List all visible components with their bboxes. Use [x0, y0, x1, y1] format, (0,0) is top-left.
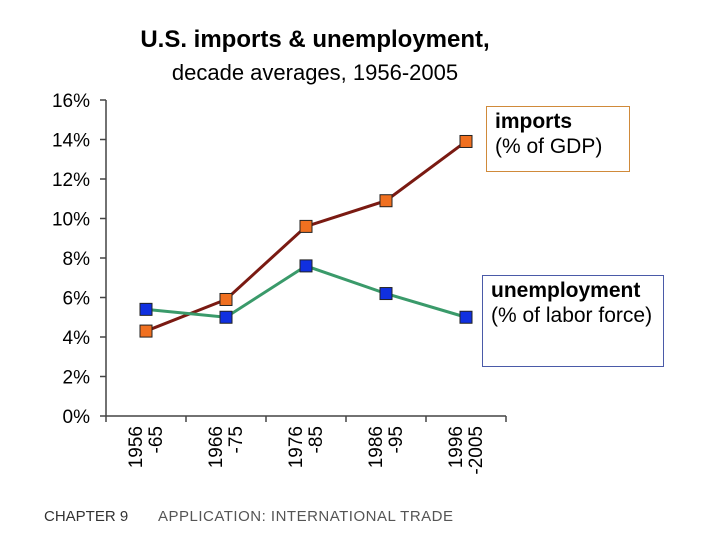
legend-imports-label: imports: [495, 110, 573, 133]
y-tick-label: 12%: [52, 170, 90, 191]
legend-unemployment-label: unemployment: [491, 279, 641, 302]
legend-imports: imports (% of GDP): [486, 106, 630, 172]
data-point-unemployment: [299, 259, 313, 273]
x-tick-label: 1956 -65: [126, 426, 167, 468]
x-tick-label: 1976 -85: [286, 426, 327, 468]
x-tick-label: 1996 -2005: [446, 426, 487, 475]
data-point-imports: [219, 292, 233, 306]
x-tick-label-line2: -2005: [466, 426, 487, 475]
x-tick-label-line1: 1966: [206, 426, 227, 468]
data-point-unemployment: [139, 302, 153, 316]
chart-subtitle: decade averages, 1956-2005: [171, 60, 459, 85]
x-tick-label-line2: -75: [226, 426, 247, 453]
legend-imports-sublabel: (% of GDP): [495, 135, 603, 158]
x-tick-label-line2: -85: [306, 426, 327, 453]
legend-unemployment-sublabel: (% of labor force): [491, 304, 653, 327]
x-tick-label-line1: 1976: [286, 426, 307, 468]
data-point-unemployment: [379, 287, 393, 301]
y-tick-label: 14%: [52, 131, 90, 152]
x-tick-label: 1966 -75: [206, 426, 247, 468]
footer-text: APPLICATION: INTERNATIONAL TRADE: [158, 508, 454, 525]
x-tick-label-line1: 1986: [366, 426, 387, 468]
data-point-imports: [139, 324, 153, 338]
axis-layer: 0% 2% 4% 6% 8% 10% 12% 14% 16% 1956 -65 1966 -75 1976…: [52, 91, 507, 475]
data-point-imports: [379, 194, 393, 208]
chart-title: U.S. imports & unemployment,: [140, 26, 490, 53]
data-point-unemployment: [219, 310, 233, 324]
x-tick-label-line2: -65: [146, 426, 167, 453]
y-tick-label: 8%: [63, 249, 91, 270]
y-tick-label: 0%: [63, 407, 91, 428]
footer-chapter: CHAPTER 9: [44, 508, 129, 525]
x-tick-label-line1: 1956: [126, 426, 147, 468]
data-point-imports: [459, 134, 473, 148]
y-tick-label: 2%: [63, 368, 91, 389]
y-tick-label: 6%: [63, 289, 91, 310]
y-tick-label: 16%: [52, 91, 90, 112]
x-tick-label: 1986 -95: [366, 426, 407, 468]
legend-unemployment: unemployment (% of labor force): [482, 275, 664, 367]
data-point-unemployment: [459, 310, 473, 324]
y-tick-label: 4%: [63, 328, 91, 349]
series-layer: [139, 134, 473, 338]
series-line-unemployment: [145, 264, 467, 319]
y-tick-label: 10%: [52, 210, 90, 231]
x-tick-label-line1: 1996: [446, 426, 467, 468]
data-point-imports: [299, 219, 313, 233]
x-tick-label-line2: -95: [386, 426, 407, 453]
